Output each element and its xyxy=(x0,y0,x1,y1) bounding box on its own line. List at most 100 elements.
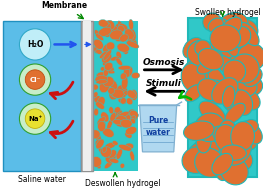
Ellipse shape xyxy=(95,102,105,109)
Ellipse shape xyxy=(108,87,115,94)
Ellipse shape xyxy=(130,151,135,161)
Ellipse shape xyxy=(117,111,129,119)
Ellipse shape xyxy=(189,64,214,80)
Ellipse shape xyxy=(120,34,128,42)
Ellipse shape xyxy=(113,119,122,125)
Ellipse shape xyxy=(130,110,138,119)
Ellipse shape xyxy=(110,30,123,40)
FancyBboxPatch shape xyxy=(81,21,93,171)
Ellipse shape xyxy=(111,32,117,38)
Ellipse shape xyxy=(103,70,108,76)
Ellipse shape xyxy=(104,62,113,70)
Ellipse shape xyxy=(90,130,100,139)
Circle shape xyxy=(19,29,51,60)
Ellipse shape xyxy=(128,37,137,47)
Ellipse shape xyxy=(196,130,211,153)
Text: Membrane: Membrane xyxy=(41,1,87,19)
Ellipse shape xyxy=(219,38,236,58)
Circle shape xyxy=(19,64,51,95)
Ellipse shape xyxy=(120,119,132,128)
Ellipse shape xyxy=(233,90,253,115)
Ellipse shape xyxy=(116,85,128,98)
Ellipse shape xyxy=(185,85,202,102)
Ellipse shape xyxy=(100,67,105,71)
Ellipse shape xyxy=(204,79,228,104)
Polygon shape xyxy=(140,105,177,152)
Ellipse shape xyxy=(221,157,248,185)
Ellipse shape xyxy=(110,158,119,163)
Ellipse shape xyxy=(105,142,116,149)
Ellipse shape xyxy=(131,116,136,122)
Ellipse shape xyxy=(92,84,98,90)
Ellipse shape xyxy=(127,109,136,120)
Ellipse shape xyxy=(96,30,104,38)
Ellipse shape xyxy=(215,55,241,78)
Ellipse shape xyxy=(193,138,219,160)
Ellipse shape xyxy=(95,139,103,147)
Ellipse shape xyxy=(182,60,205,88)
Ellipse shape xyxy=(198,79,221,101)
Ellipse shape xyxy=(96,73,104,79)
Ellipse shape xyxy=(199,101,226,125)
Ellipse shape xyxy=(195,40,211,56)
Text: Cl⁻: Cl⁻ xyxy=(29,77,41,83)
Ellipse shape xyxy=(103,44,110,52)
Ellipse shape xyxy=(96,139,104,149)
FancyBboxPatch shape xyxy=(83,21,91,171)
Ellipse shape xyxy=(116,36,124,42)
Ellipse shape xyxy=(127,90,136,98)
Ellipse shape xyxy=(225,87,241,105)
Ellipse shape xyxy=(212,29,240,45)
Ellipse shape xyxy=(225,103,245,124)
Ellipse shape xyxy=(128,91,137,98)
Ellipse shape xyxy=(204,50,223,67)
Ellipse shape xyxy=(129,19,133,30)
Ellipse shape xyxy=(239,22,259,46)
Ellipse shape xyxy=(228,65,241,78)
Ellipse shape xyxy=(95,34,104,40)
Ellipse shape xyxy=(116,51,121,59)
Ellipse shape xyxy=(109,87,119,100)
Ellipse shape xyxy=(94,46,99,53)
Ellipse shape xyxy=(208,67,227,95)
Ellipse shape xyxy=(101,112,109,122)
Ellipse shape xyxy=(99,80,110,93)
Ellipse shape xyxy=(94,39,103,49)
Ellipse shape xyxy=(125,127,137,135)
Ellipse shape xyxy=(124,29,134,40)
Ellipse shape xyxy=(222,86,235,108)
Ellipse shape xyxy=(96,132,101,143)
Ellipse shape xyxy=(96,50,102,54)
Ellipse shape xyxy=(106,65,114,71)
Ellipse shape xyxy=(187,142,211,165)
Text: Deswollen hydrogel: Deswollen hydrogel xyxy=(85,179,161,188)
Ellipse shape xyxy=(95,160,101,166)
Ellipse shape xyxy=(124,66,133,77)
Ellipse shape xyxy=(198,48,223,70)
Circle shape xyxy=(25,109,45,129)
FancyBboxPatch shape xyxy=(3,21,81,171)
Ellipse shape xyxy=(229,46,243,65)
Text: H₂O: H₂O xyxy=(27,40,43,49)
Ellipse shape xyxy=(95,75,107,83)
Ellipse shape xyxy=(103,57,109,66)
Ellipse shape xyxy=(195,148,224,177)
Ellipse shape xyxy=(235,75,263,97)
Ellipse shape xyxy=(96,72,107,82)
Ellipse shape xyxy=(105,153,116,163)
Ellipse shape xyxy=(116,149,122,159)
Text: Swollen hydrogel: Swollen hydrogel xyxy=(195,8,260,17)
Ellipse shape xyxy=(121,98,126,104)
Text: Osmosis: Osmosis xyxy=(143,58,185,67)
Ellipse shape xyxy=(97,117,105,125)
Ellipse shape xyxy=(114,108,122,116)
Ellipse shape xyxy=(96,80,107,84)
Ellipse shape xyxy=(110,26,119,34)
Ellipse shape xyxy=(114,107,121,113)
Ellipse shape xyxy=(110,92,118,98)
Ellipse shape xyxy=(125,143,134,149)
Circle shape xyxy=(25,70,45,89)
Ellipse shape xyxy=(223,12,248,33)
Ellipse shape xyxy=(238,152,253,170)
Ellipse shape xyxy=(113,112,118,118)
